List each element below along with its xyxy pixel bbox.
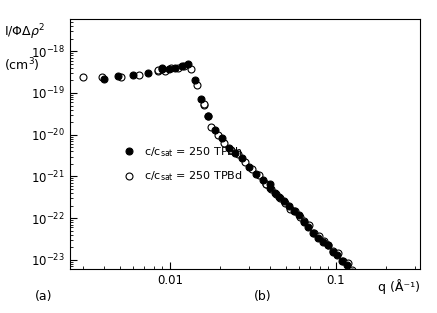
Text: I/$\Phi\Delta\rho^2$: I/$\Phi\Delta\rho^2$ (4, 22, 46, 42)
c/c$_\mathregular{sat}$ = 250 TPBh (186, 63, 191, 66)
c/c$_\mathregular{sat}$ = 250 TPBh (354, 273, 359, 277)
c/c$_\mathregular{sat}$ = 250 TPBh (311, 232, 316, 235)
Text: q (Å⁻¹): q (Å⁻¹) (378, 279, 420, 294)
Line: c/c$_\mathregular{sat}$ = 250 TPBd: c/c$_\mathregular{sat}$ = 250 TPBd (80, 63, 418, 313)
Text: (b): (b) (253, 290, 271, 304)
c/c$_\mathregular{sat}$ = 250 TPBd (181, 64, 187, 68)
c/c$_\mathregular{sat}$ = 250 TPBh (320, 240, 326, 244)
c/c$_\mathregular{sat}$ = 250 TPBd (162, 69, 167, 73)
c/c$_\mathregular{sat}$ = 250 TPBd (194, 84, 200, 87)
c/c$_\mathregular{sat}$ = 250 TPBh (306, 225, 311, 229)
c/c$_\mathregular{sat}$ = 250 TPBh (219, 136, 224, 140)
c/c$_\mathregular{sat}$ = 250 TPBd (208, 125, 213, 129)
Text: (cm$^3$): (cm$^3$) (4, 56, 40, 74)
c/c$_\mathregular{sat}$ = 250 TPBh (101, 77, 106, 80)
c/c$_\mathregular{sat}$ = 250 TPBh (383, 303, 388, 306)
Legend: c/c$_\mathregular{sat}$ = 250 TPBh, c/c$_\mathregular{sat}$ = 250 TPBd: c/c$_\mathregular{sat}$ = 250 TPBh, c/c$… (118, 145, 243, 183)
Line: c/c$_\mathregular{sat}$ = 250 TPBh: c/c$_\mathregular{sat}$ = 250 TPBh (101, 61, 413, 313)
c/c$_\mathregular{sat}$ = 250 TPBd (257, 173, 262, 177)
c/c$_\mathregular{sat}$ = 250 TPBd (80, 75, 86, 79)
c/c$_\mathregular{sat}$ = 250 TPBd (388, 307, 393, 311)
Text: (a): (a) (35, 290, 52, 304)
